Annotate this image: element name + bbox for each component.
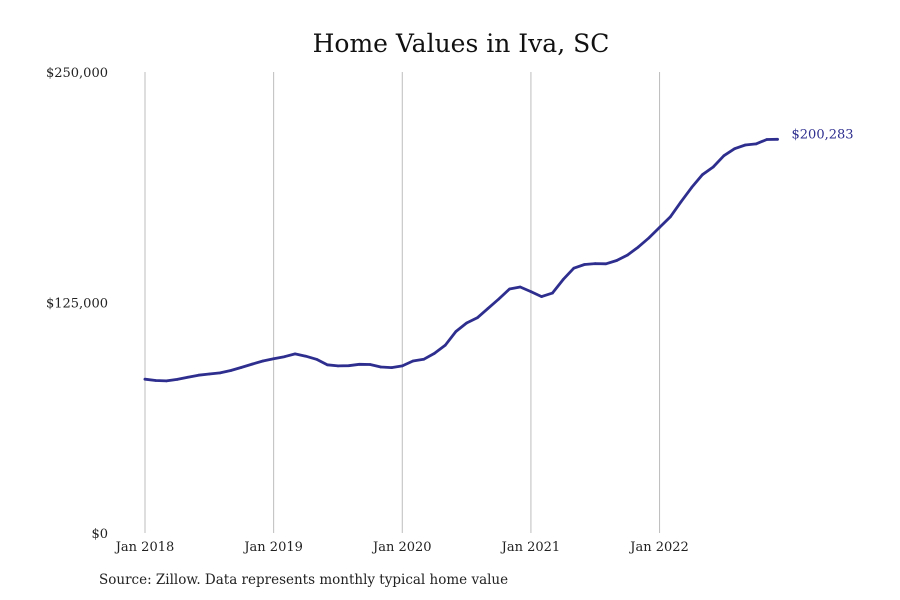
x-tick-label: Jan 2018 xyxy=(114,540,175,555)
data-point xyxy=(776,138,779,141)
data-point xyxy=(636,245,640,249)
data-point xyxy=(701,173,704,176)
vertical-gridlines xyxy=(144,72,661,533)
data-point xyxy=(647,236,651,240)
data-point xyxy=(165,379,168,383)
y-axis-tick-labels: $0 $125,000 $250,000 xyxy=(46,66,108,542)
series-layer xyxy=(143,137,779,383)
data-point xyxy=(476,316,479,320)
source-note: Source: Zillow. Data represents monthly … xyxy=(99,572,509,588)
data-point xyxy=(669,215,672,219)
data-point xyxy=(336,364,340,368)
x-axis-tick-labels: Jan 2018 Jan 2019 Jan 2020 Jan 2021 Jan 2022 xyxy=(114,540,689,555)
data-point xyxy=(626,253,629,257)
y-tick-label: $0 xyxy=(91,527,108,542)
end-value-label: $200,283 xyxy=(792,127,854,142)
data-point xyxy=(304,354,308,358)
data-point xyxy=(733,147,736,150)
data-point xyxy=(443,344,447,347)
data-point xyxy=(379,365,383,369)
data-point xyxy=(422,358,426,361)
data-point xyxy=(218,371,222,375)
data-point xyxy=(518,285,522,289)
data-point xyxy=(411,359,415,363)
data-point xyxy=(293,352,297,356)
data-point xyxy=(711,165,715,169)
data-point xyxy=(283,355,286,359)
data-point xyxy=(197,373,200,377)
data-point xyxy=(540,295,543,298)
data-point xyxy=(765,138,769,141)
data-point xyxy=(250,362,254,366)
data-point xyxy=(754,142,758,146)
data-point xyxy=(679,200,683,204)
data-point xyxy=(143,377,147,381)
data-point xyxy=(347,364,351,368)
data-point xyxy=(722,154,726,157)
data-point xyxy=(658,226,661,229)
data-point xyxy=(508,287,511,291)
series-line xyxy=(143,137,779,383)
data-point xyxy=(240,366,243,369)
data-point xyxy=(325,363,329,367)
data-point xyxy=(358,363,361,366)
data-point xyxy=(368,363,372,366)
data-point xyxy=(529,290,533,293)
data-point xyxy=(744,143,747,147)
data-point xyxy=(497,297,501,301)
data-point xyxy=(486,307,490,310)
data-point xyxy=(433,352,436,355)
data-point xyxy=(551,291,554,295)
data-point xyxy=(208,372,211,376)
chart-title: Home Values in Iva, SC xyxy=(313,29,610,58)
data-point xyxy=(261,359,265,363)
x-tick-label: Jan 2019 xyxy=(242,540,303,555)
data-point xyxy=(561,278,565,281)
data-point xyxy=(604,262,608,266)
data-point xyxy=(272,357,275,361)
data-point xyxy=(454,330,458,333)
data-point xyxy=(615,259,618,262)
data-point xyxy=(593,262,597,265)
data-point xyxy=(229,369,233,372)
data-point xyxy=(315,358,318,361)
data-point xyxy=(583,263,586,266)
data-point xyxy=(401,364,404,368)
y-tick-label: $250,000 xyxy=(46,66,108,81)
data-point xyxy=(186,375,190,379)
y-tick-label: $125,000 xyxy=(46,297,108,312)
data-point xyxy=(572,266,576,270)
data-point xyxy=(154,379,157,382)
data-point xyxy=(175,378,179,381)
data-point xyxy=(690,186,693,189)
x-tick-label: Jan 2020 xyxy=(371,540,432,555)
x-tick-label: Jan 2021 xyxy=(500,540,561,555)
x-tick-label: Jan 2022 xyxy=(628,540,689,555)
data-point xyxy=(465,321,468,325)
data-point xyxy=(390,366,393,369)
